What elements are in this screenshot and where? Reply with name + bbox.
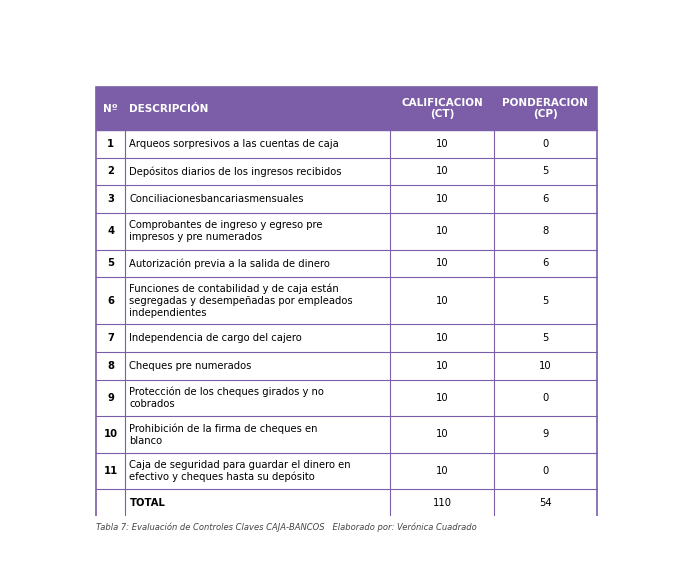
Text: Caja de seguridad para guardar el dinero en
efectivo y cheques hasta su depósito: Caja de seguridad para guardar el dinero… <box>129 460 351 482</box>
Text: 3: 3 <box>107 194 114 204</box>
Text: 10: 10 <box>436 166 448 176</box>
Text: 6: 6 <box>542 259 549 269</box>
Text: 1: 1 <box>107 139 114 148</box>
Text: DESCRIPCIÓN: DESCRIPCIÓN <box>129 104 209 114</box>
Text: Nº: Nº <box>103 104 118 114</box>
Text: CALIFICACION
(CT): CALIFICACION (CT) <box>401 98 483 119</box>
Bar <box>96 130 597 158</box>
Text: 10: 10 <box>436 333 448 343</box>
Bar <box>96 352 597 379</box>
Text: TOTAL: TOTAL <box>129 498 166 508</box>
Text: Depósitos diarios de los ingresos recibidos: Depósitos diarios de los ingresos recibi… <box>129 166 342 177</box>
Text: Independencia de cargo del cajero: Independencia de cargo del cajero <box>129 333 302 343</box>
Text: Tabla 7: Evaluación de Controles Claves CAJA-BANCOS   Elaborado por: Verónica Cu: Tabla 7: Evaluación de Controles Claves … <box>96 523 477 532</box>
Bar <box>96 453 597 490</box>
Text: 8: 8 <box>107 361 114 371</box>
Text: Autorización previa a la salida de dinero: Autorización previa a la salida de diner… <box>129 258 330 269</box>
Text: 2: 2 <box>107 166 114 176</box>
Bar <box>96 88 597 130</box>
Bar <box>96 158 597 185</box>
Text: 5: 5 <box>542 166 549 176</box>
Text: 10: 10 <box>539 361 552 371</box>
Text: Cheques pre numerados: Cheques pre numerados <box>129 361 252 371</box>
Text: 10: 10 <box>436 361 448 371</box>
Bar <box>96 324 597 352</box>
Text: 10: 10 <box>104 429 118 440</box>
Text: 9: 9 <box>542 429 549 440</box>
Text: Conciliacionesbancariasmensuales: Conciliacionesbancariasmensuales <box>129 194 304 204</box>
Bar <box>96 379 597 416</box>
Text: 9: 9 <box>107 393 114 403</box>
Text: 10: 10 <box>436 259 448 269</box>
Text: 110: 110 <box>432 498 451 508</box>
Text: 7: 7 <box>107 333 114 343</box>
Text: Funciones de contabilidad y de caja están
segregadas y desempeñadas por empleado: Funciones de contabilidad y de caja está… <box>129 284 353 318</box>
Bar <box>96 416 597 453</box>
Text: Protección de los cheques girados y no
cobrados: Protección de los cheques girados y no c… <box>129 387 324 409</box>
Bar <box>96 490 597 517</box>
Text: 5: 5 <box>107 259 114 269</box>
Text: 10: 10 <box>436 429 448 440</box>
Text: 10: 10 <box>436 226 448 236</box>
Text: 6: 6 <box>542 194 549 204</box>
Text: Prohibición de la firma de cheques en
blanco: Prohibición de la firma de cheques en bl… <box>129 423 318 445</box>
Text: 4: 4 <box>107 226 114 236</box>
Text: 54: 54 <box>539 498 552 508</box>
Bar <box>96 185 597 213</box>
Text: 6: 6 <box>107 296 114 306</box>
Text: 5: 5 <box>542 333 549 343</box>
Text: 5: 5 <box>542 296 549 306</box>
Text: 11: 11 <box>103 466 118 476</box>
Text: 10: 10 <box>436 296 448 306</box>
Text: 10: 10 <box>436 194 448 204</box>
Text: 0: 0 <box>542 466 549 476</box>
Text: 10: 10 <box>436 466 448 476</box>
Text: 10: 10 <box>436 393 448 403</box>
Bar <box>96 249 597 277</box>
Bar <box>96 213 597 249</box>
Text: 0: 0 <box>542 139 549 148</box>
Text: Comprobantes de ingreso y egreso pre
impresos y pre numerados: Comprobantes de ingreso y egreso pre imp… <box>129 220 323 242</box>
Bar <box>96 277 597 324</box>
Text: 10: 10 <box>436 139 448 148</box>
Text: 8: 8 <box>542 226 549 236</box>
Text: 0: 0 <box>542 393 549 403</box>
Text: PONDERACION
(CP): PONDERACION (CP) <box>503 98 588 119</box>
Text: Arqueos sorpresivos a las cuentas de caja: Arqueos sorpresivos a las cuentas de caj… <box>129 139 339 148</box>
